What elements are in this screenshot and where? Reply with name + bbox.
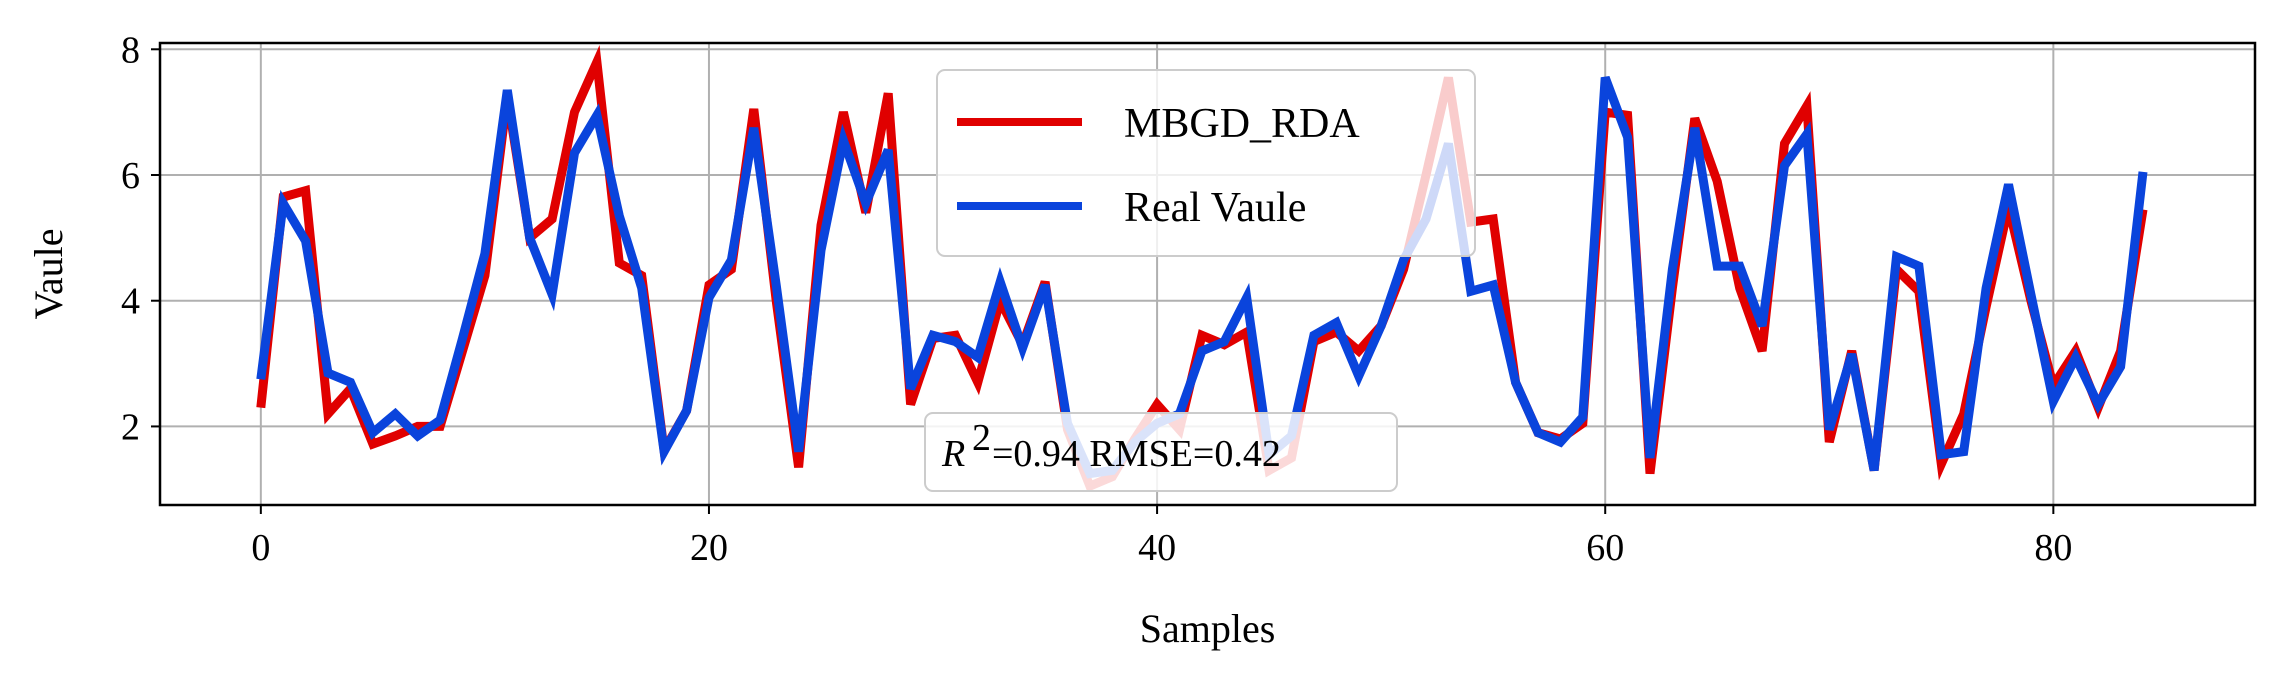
series-line-1 [256, 76, 2148, 479]
metrics-annotation: R 2 =0.94 RMSE=0.42 [924, 412, 1398, 492]
x-tick-label: 80 [2034, 527, 2072, 569]
x-axis: 0 20 40 60 80 [251, 505, 2072, 569]
series-lines [256, 44, 2148, 493]
r2-symbol: R [941, 433, 965, 475]
legend-label-real-vaule: Real Vaule [1124, 185, 1306, 231]
legend: MBGD_RDA Real Vaule [936, 69, 1476, 257]
x-tick-label: 40 [1138, 527, 1176, 569]
x-axis-label: Samples [1140, 606, 1276, 651]
plot-frame [158, 41, 2257, 507]
series-line-0 [256, 44, 2148, 493]
y-tick-label: 2 [121, 406, 140, 448]
metrics-box [924, 412, 1398, 492]
r2-exponent: 2 [972, 417, 991, 459]
legend-label-mbgd-rda: MBGD_RDA [1124, 101, 1360, 147]
x-tick-label: 0 [251, 527, 270, 569]
y-axis: 2 4 6 8 [121, 29, 160, 448]
y-tick-label: 8 [121, 29, 140, 71]
y-tick-label: 6 [121, 155, 140, 197]
x-tick-label: 60 [1586, 527, 1624, 569]
y-tick-label: 4 [121, 281, 140, 323]
metrics-text: =0.94 RMSE=0.42 [992, 433, 1281, 475]
x-tick-label: 20 [690, 527, 728, 569]
y-axis-label: Vaule [26, 228, 71, 319]
